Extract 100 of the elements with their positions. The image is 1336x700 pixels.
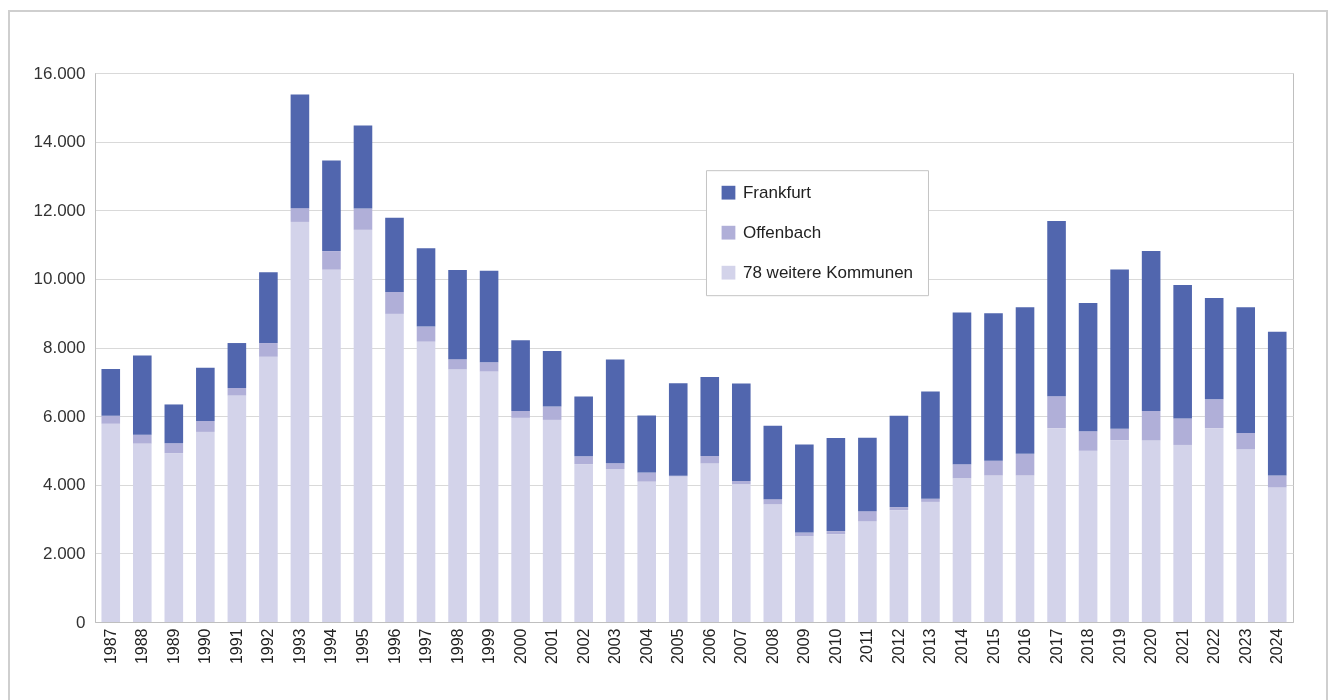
bar bbox=[132, 443, 152, 622]
bar bbox=[353, 125, 373, 209]
bar bbox=[984, 475, 1003, 622]
bar bbox=[795, 536, 814, 622]
bar bbox=[196, 431, 215, 622]
bar bbox=[1047, 428, 1066, 622]
bar bbox=[290, 221, 310, 622]
x-tick-label: 1996 bbox=[385, 628, 403, 665]
bar bbox=[795, 444, 814, 533]
bar bbox=[826, 531, 846, 535]
bar bbox=[479, 371, 499, 622]
bar bbox=[763, 425, 783, 500]
bar bbox=[479, 362, 499, 372]
y-tick-label: 2.000 bbox=[42, 543, 86, 563]
bar bbox=[196, 420, 215, 432]
bar bbox=[700, 377, 720, 456]
bar bbox=[637, 481, 657, 622]
bar bbox=[353, 229, 373, 622]
y-tick-label: 0 bbox=[76, 612, 86, 632]
x-tick-label: 2016 bbox=[1016, 628, 1034, 665]
x-tick-label: 2009 bbox=[795, 628, 813, 665]
bar bbox=[1015, 307, 1035, 454]
x-tick-label: 2024 bbox=[1268, 628, 1286, 665]
bar bbox=[416, 248, 436, 327]
x-tick-label: 1993 bbox=[290, 628, 308, 665]
x-tick-label: 2017 bbox=[1047, 628, 1065, 665]
bar bbox=[101, 423, 121, 622]
bar bbox=[259, 356, 278, 622]
x-tick-label: 2022 bbox=[1205, 628, 1223, 665]
bar bbox=[385, 291, 404, 314]
bar bbox=[1015, 475, 1035, 622]
bar bbox=[416, 326, 436, 342]
bar bbox=[731, 383, 751, 481]
bar bbox=[763, 504, 783, 622]
bar bbox=[290, 94, 310, 209]
bar bbox=[164, 453, 184, 622]
bar bbox=[1204, 428, 1224, 622]
x-tick-label: 2008 bbox=[763, 628, 781, 665]
x-tick-label: 2014 bbox=[952, 628, 970, 665]
x-tick-label: 1988 bbox=[133, 628, 151, 665]
x-tick-label: 2012 bbox=[889, 628, 907, 665]
y-tick-label: 16.000 bbox=[33, 63, 86, 83]
x-tick-label: 2010 bbox=[826, 628, 844, 665]
bar bbox=[322, 251, 341, 270]
bar bbox=[1204, 298, 1224, 400]
bar bbox=[731, 484, 751, 622]
bar bbox=[1236, 307, 1256, 433]
bar bbox=[1110, 428, 1129, 441]
bar bbox=[227, 395, 247, 622]
bar bbox=[385, 313, 404, 622]
bar bbox=[132, 355, 152, 435]
x-tick-label: 2013 bbox=[921, 628, 939, 665]
legend-label: Offenbach bbox=[742, 222, 822, 242]
bar bbox=[1236, 432, 1256, 450]
bar bbox=[164, 404, 184, 444]
bar bbox=[700, 455, 720, 464]
bar bbox=[700, 463, 720, 622]
x-tick-label: 2006 bbox=[700, 628, 718, 665]
bar bbox=[479, 270, 499, 363]
x-tick-label: 2003 bbox=[606, 628, 624, 665]
bar bbox=[227, 343, 247, 388]
bar bbox=[1078, 302, 1098, 432]
bar bbox=[448, 369, 467, 622]
bar bbox=[448, 269, 467, 360]
x-tick-label: 2021 bbox=[1173, 628, 1191, 665]
bar bbox=[322, 269, 341, 622]
bar bbox=[1047, 220, 1066, 397]
bar bbox=[1078, 431, 1098, 451]
bar bbox=[637, 415, 657, 473]
bar bbox=[322, 160, 341, 252]
bar bbox=[1173, 285, 1192, 419]
bar bbox=[1015, 453, 1035, 476]
bar bbox=[164, 443, 184, 454]
bar bbox=[921, 498, 940, 502]
x-tick-label: 2019 bbox=[1110, 628, 1128, 665]
bar bbox=[1173, 444, 1192, 622]
bar bbox=[385, 217, 404, 292]
bar bbox=[574, 464, 593, 622]
bar bbox=[952, 464, 972, 479]
bar bbox=[542, 406, 562, 420]
x-tick-label: 2015 bbox=[984, 628, 1002, 665]
bar bbox=[196, 367, 215, 421]
bar bbox=[511, 410, 530, 418]
x-tick-label: 2004 bbox=[637, 628, 655, 665]
bar bbox=[921, 391, 940, 499]
bar bbox=[826, 534, 846, 622]
bar bbox=[1141, 410, 1161, 441]
y-tick-label: 14.000 bbox=[33, 132, 86, 152]
bar bbox=[101, 369, 121, 416]
bar bbox=[574, 456, 593, 465]
bar bbox=[259, 343, 278, 357]
bar bbox=[763, 499, 783, 505]
y-tick-label: 4.000 bbox=[42, 475, 86, 495]
bar bbox=[889, 415, 909, 508]
bar bbox=[921, 501, 940, 622]
x-tick-label: 1987 bbox=[101, 628, 119, 665]
bar bbox=[1141, 251, 1161, 411]
bar bbox=[1078, 450, 1098, 622]
x-tick-label: 1994 bbox=[322, 628, 340, 665]
x-tick-label: 2011 bbox=[858, 628, 876, 663]
